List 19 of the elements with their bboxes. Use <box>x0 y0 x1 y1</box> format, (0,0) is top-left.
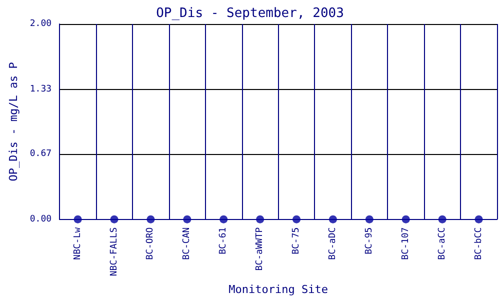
x-tick-label: BC-95 <box>364 227 374 254</box>
x-tick-label: BC-aCC <box>437 227 448 260</box>
x-tick-label: BC-107 <box>400 227 411 260</box>
y-tick-label: 0.67 <box>30 148 52 159</box>
y-axis-title: OP_Dis - mg/L as P <box>7 62 20 182</box>
x-tick-label: BC-61 <box>218 227 229 254</box>
x-tick-label: BC-aDC <box>328 227 338 260</box>
x-tick-label: BC-CAN <box>182 227 192 260</box>
x-tick-label: NBC-Lw <box>72 226 83 260</box>
x-tick-label: BC-75 <box>292 227 302 254</box>
x-tick-label: BC-bCC <box>474 227 484 260</box>
y-tick-label: 1.33 <box>30 84 52 94</box>
y-tick-label: 2.00 <box>30 19 52 29</box>
x-tick-label: BC-aWWTP <box>255 226 266 271</box>
y-tick-label: 0.00 <box>30 214 52 224</box>
x-axis-title: Monitoring Site <box>228 283 328 296</box>
x-tick-label: BC-ORO <box>146 227 156 260</box>
chart-title: OP_Dis - September, 2003 <box>156 6 344 21</box>
x-tick-label: NBC-FALLS <box>109 227 120 276</box>
